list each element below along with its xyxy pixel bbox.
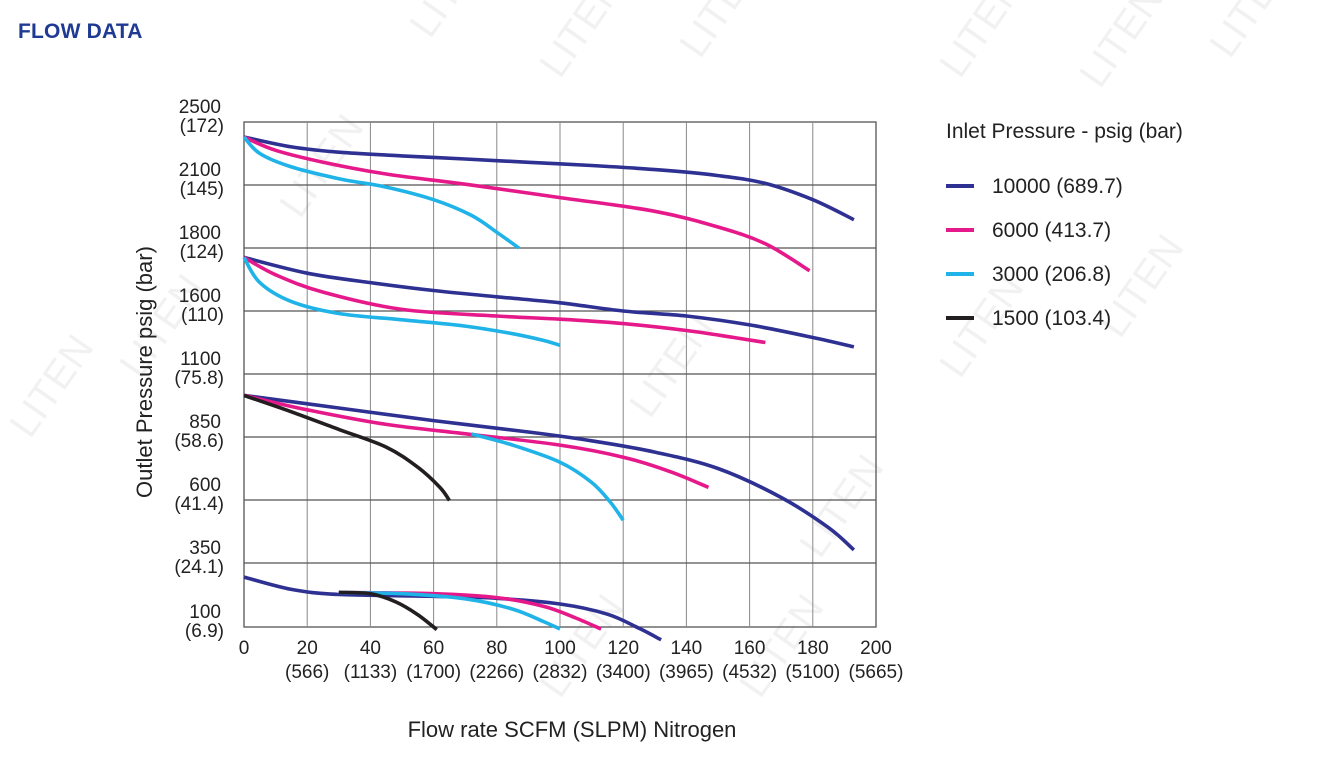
series-line: [243, 255, 766, 345]
x-tick-label: 140: [671, 638, 703, 659]
series-line: [338, 590, 561, 631]
y-axis-ticks: 2500(172) 2100(145) 1800(124) 1600(110) 1100…: [174, 97, 224, 642]
y-tick-sublabel: (145): [180, 179, 224, 200]
x-tick-label: 40: [360, 638, 381, 659]
series-line: [242, 256, 561, 348]
x-tick-sublabel: (1700): [406, 662, 461, 683]
series-line: [243, 135, 855, 222]
x-tick-sublabel: (4532): [722, 662, 777, 683]
page-title: FLOW DATA: [18, 20, 143, 43]
y-tick-sublabel: (124): [180, 242, 224, 263]
legend-label: 6000 (413.7): [992, 219, 1111, 242]
x-tick-label: 200: [860, 638, 892, 659]
series-line: [471, 432, 625, 522]
y-tick-label: 600: [189, 475, 221, 496]
y-tick-label: 350: [189, 538, 221, 559]
chart-legend: Inlet Pressure - psig (bar) 10000 (689.7…: [946, 120, 1183, 330]
x-tick-sublabel: (3400): [596, 662, 651, 683]
y-tick-label: 100: [189, 602, 221, 623]
chart-series: [242, 135, 856, 642]
legend-title: Inlet Pressure - psig (bar): [946, 120, 1183, 143]
series-line: [243, 255, 855, 349]
watermark-text: LITEN: [401, 0, 502, 45]
y-tick-label: 2100: [179, 160, 221, 181]
x-tick-label: 0: [239, 638, 250, 659]
series-line: [243, 393, 856, 552]
x-tick-sublabel: (566): [285, 662, 329, 683]
x-tick-label: 180: [797, 638, 829, 659]
watermark-text: LITEN: [531, 0, 632, 85]
y-tick-label: 1100: [180, 349, 221, 370]
x-tick-sublabel: (5665): [849, 662, 904, 683]
legend-label: 1500 (103.4): [992, 307, 1111, 330]
series-line: [243, 393, 710, 490]
x-tick-label: 160: [734, 638, 766, 659]
y-axis-title: Outlet Pressure psig (bar): [132, 246, 157, 498]
y-tick-label: 2500: [179, 97, 221, 118]
watermark-text: LITEN: [1, 327, 102, 445]
legend-label: 3000 (206.8): [992, 263, 1111, 286]
x-tick-label: 80: [486, 638, 507, 659]
series-line: [242, 135, 520, 250]
series-line: [338, 590, 438, 632]
x-tick-sublabel: (2266): [469, 662, 524, 683]
watermark-text: LITEN: [1071, 0, 1172, 95]
watermark-text: LITEN: [671, 0, 772, 65]
x-tick-label: 60: [423, 638, 444, 659]
chart-grid: [243, 121, 877, 628]
legend-label: 10000 (689.7): [992, 175, 1123, 198]
y-tick-label: 1600: [179, 286, 221, 307]
series-line: [243, 393, 451, 502]
y-tick-sublabel: (172): [180, 116, 224, 137]
y-tick-label: 850: [189, 412, 221, 433]
x-tick-label: 100: [544, 638, 576, 659]
x-tick-sublabel: (3965): [659, 662, 714, 683]
x-tick-label: 20: [297, 638, 318, 659]
watermark-text: LITEN: [791, 447, 892, 565]
y-tick-sublabel: (110): [181, 305, 224, 326]
y-tick-sublabel: (58.6): [174, 431, 224, 452]
watermark-text: LITEN: [1201, 0, 1302, 65]
x-tick-sublabel: (5100): [785, 662, 840, 683]
series-line: [243, 135, 811, 273]
x-tick-sublabel: (2832): [533, 662, 588, 683]
y-tick-sublabel: (41.4): [174, 494, 224, 515]
y-tick-sublabel: (75.8): [174, 368, 224, 389]
y-tick-sublabel: (6.9): [185, 621, 224, 642]
x-axis-ticks: 0 20 (566) 40 (1133) 60 (1700) 80 (2266) 100 (2832…: [239, 638, 904, 683]
y-tick-label: 1800: [179, 223, 221, 244]
x-tick-sublabel: (1133): [344, 662, 398, 683]
watermark-text: LITEN: [931, 0, 1032, 85]
x-tick-label: 120: [607, 638, 639, 659]
y-tick-sublabel: (24.1): [174, 557, 224, 578]
x-axis-title: Flow rate SCFM (SLPM) Nitrogen: [408, 717, 737, 742]
